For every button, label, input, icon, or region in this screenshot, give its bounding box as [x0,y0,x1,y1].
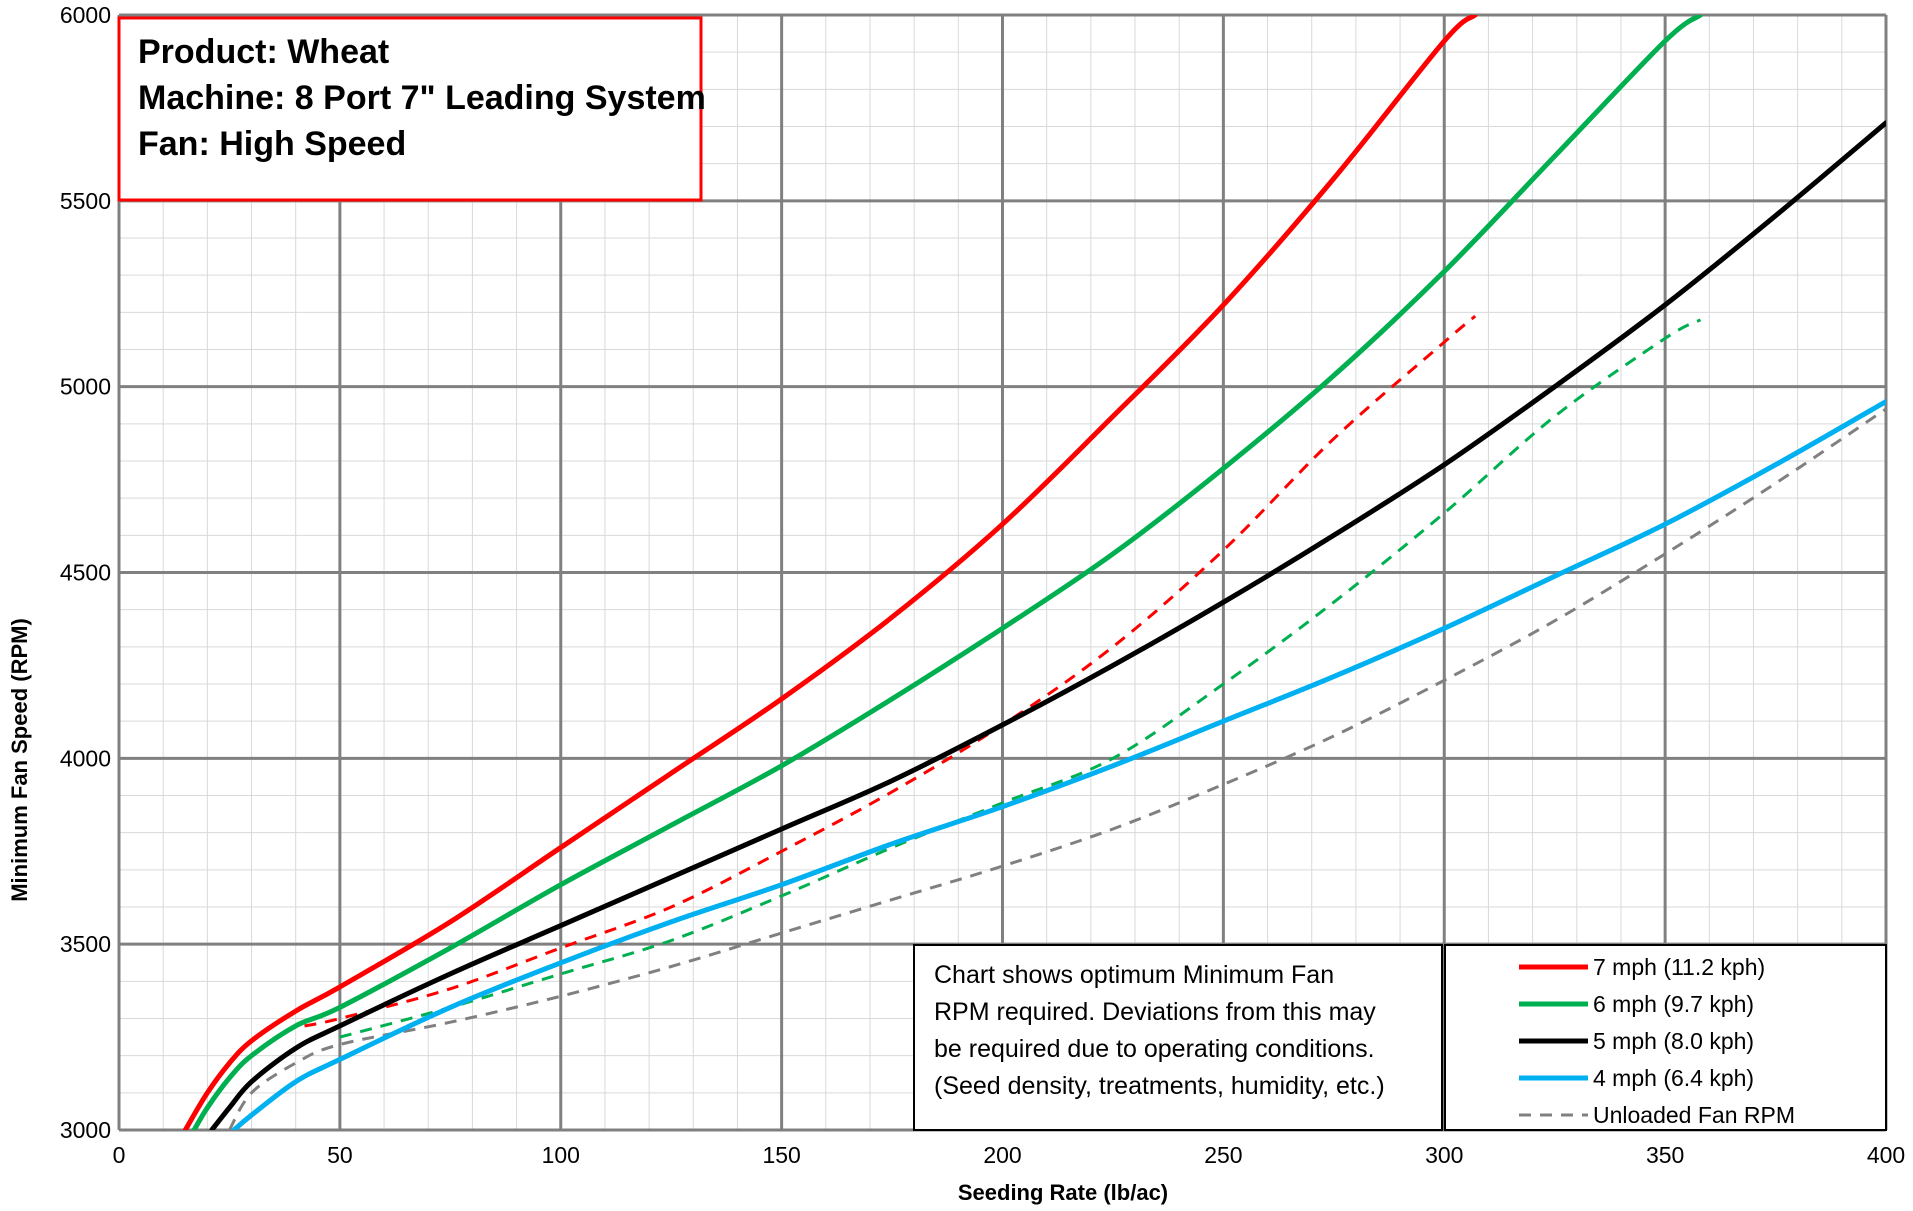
info-product: Product: Wheat [138,33,389,71]
y-tick-label: 5000 [60,374,111,400]
y-tick-label: 4000 [60,745,111,771]
legend-label-1: 6 mph (9.7 kph) [1593,991,1754,1017]
note-box-frame [913,944,1443,1131]
legend-label-2: 5 mph (8.0 kph) [1593,1028,1754,1054]
note-line-4: (Seed density, treatments, humidity, etc… [934,1072,1385,1100]
x-tick-label: 250 [1204,1142,1242,1168]
x-tick-label: 200 [983,1142,1021,1168]
y-tick-label: 3000 [60,1117,111,1143]
series-line-1 [191,15,1703,1130]
x-tick-label: 350 [1646,1142,1684,1168]
note-line-3: be required due to operating conditions. [934,1035,1375,1063]
y-tick-label: 6000 [60,2,111,28]
series-layer [182,15,1886,1130]
series-line-5 [304,314,1477,1028]
note-line-2: RPM required. Deviations from this may [934,998,1376,1026]
x-axis-title: Seeding Rate (lb/ac) [958,1180,1168,1205]
series-line-6 [339,318,1702,1039]
legend-label-0: 7 mph (11.2 kph) [1593,954,1765,980]
info-box-frame [117,16,703,202]
info-box: Product: Wheat Machine: 8 Port 7" Leadin… [117,16,706,202]
x-tick-label: 100 [542,1142,580,1168]
series-line-0 [182,15,1478,1130]
note-box: Chart shows optimum Minimum Fan RPM requ… [913,944,1443,1131]
legend-items: 7 mph (11.2 kph) 6 mph (9.7 kph) 5 mph (8.… [1519,954,1795,1128]
series-line-2 [209,120,1886,1130]
series-line-3 [231,399,1886,1130]
tick-labels: 0 50 100 150 200 250 300 350 400 3000 3500 4000 4500… [60,2,1905,1168]
note-line-1: Chart shows optimum Minimum Fan [934,961,1334,989]
x-tick-label: 400 [1867,1142,1905,1168]
x-tick-label: 300 [1425,1142,1463,1168]
x-tick-label: 50 [327,1142,353,1168]
info-machine: Machine: 8 Port 7" Leading System [138,79,706,117]
y-tick-label: 5500 [60,188,111,214]
x-tick-label: 0 [113,1142,126,1168]
legend-label-3: 4 mph (6.4 kph) [1593,1065,1754,1091]
y-axis-title: Minimum Fan Speed (RPM) [7,618,32,902]
info-fan: Fan: High Speed [138,125,406,163]
legend-label-4: Unloaded Fan RPM [1593,1102,1795,1128]
x-tick-label: 150 [762,1142,800,1168]
legend: 7 mph (11.2 kph) 6 mph (9.7 kph) 5 mph (8.… [1444,944,1887,1131]
y-tick-label: 4500 [60,560,111,586]
legend-frame [1444,944,1887,1131]
y-tick-label: 3500 [60,931,111,957]
